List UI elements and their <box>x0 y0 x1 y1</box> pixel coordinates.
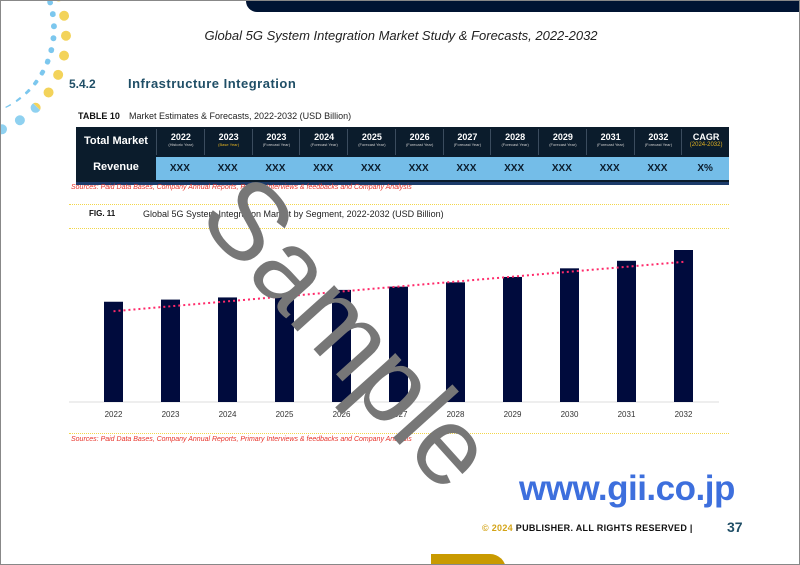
column-header: 2022 (Historic Year) <box>156 129 205 155</box>
bar-2025 <box>275 294 294 402</box>
column-year: 2031 <box>600 132 621 142</box>
value-cell: X% <box>697 163 713 174</box>
bar-2027 <box>389 286 408 402</box>
value-cell: XXX <box>456 163 477 174</box>
column-header: 2023 (Base Year) <box>203 129 253 155</box>
copyright-year: © 2024 <box>482 523 513 533</box>
bar-2032 <box>674 250 693 402</box>
section-title: Infrastructure Integration <box>128 76 297 91</box>
column-year: 2028 <box>505 132 526 142</box>
bar-2029 <box>503 276 522 402</box>
column-header: 2025 (Forecast Year) <box>347 129 396 155</box>
value-cell: XXX <box>599 163 620 174</box>
website-url[interactable]: www.gii.co.jp <box>519 469 735 508</box>
value-cell: XXX <box>265 163 286 174</box>
x-tick-label: 2029 <box>504 410 522 419</box>
column-year: 2024 <box>314 132 335 142</box>
column-sub: (Forecast Year) <box>358 142 386 147</box>
column-header: 2028 (Forecast Year) <box>490 129 539 155</box>
x-tick-label: 2023 <box>162 410 180 419</box>
x-tick-label: 2025 <box>276 410 294 419</box>
divider <box>69 204 729 205</box>
x-tick-label: 2028 <box>447 410 465 419</box>
column-header: 2031 (Forecast Year) <box>585 129 635 155</box>
bar-2031 <box>617 260 636 402</box>
footer-tab <box>431 554 506 564</box>
column-year: 2023 <box>218 132 239 142</box>
figure-caption: Global 5G System Integration Market by S… <box>143 209 444 219</box>
column-sub: (Forecast Year) <box>310 142 338 147</box>
x-tick-label: 2032 <box>675 410 693 419</box>
table-label: TABLE 10 <box>78 111 120 121</box>
copyright: © 2024 PUBLISHER. ALL RIGHTS RESERVED | <box>482 523 693 533</box>
x-tick-label: 2031 <box>618 410 636 419</box>
column-header: CAGR (2024-2032) <box>681 129 730 155</box>
column-year: 2023 <box>266 132 287 142</box>
column-sub: (2024-2032) <box>689 142 723 148</box>
row-header: Total Market <box>84 135 148 147</box>
table-caption: Market Estimates & Forecasts, 2022-2032 … <box>129 111 352 121</box>
column-year: 2027 <box>457 132 478 142</box>
value-cell: XXX <box>551 163 572 174</box>
column-year: 2032 <box>648 132 669 142</box>
value-cell: XXX <box>169 163 190 174</box>
column-sub: (Historic Year) <box>168 142 194 147</box>
column-header: 2023 (Forecast Year) <box>251 129 301 155</box>
column-header: 2024 (Forecast Year) <box>299 129 348 155</box>
x-tick-label: 2024 <box>219 410 237 419</box>
bar-2026 <box>332 289 351 402</box>
x-tick-label: 2022 <box>105 410 123 419</box>
column-sub: (Forecast Year) <box>453 142 482 147</box>
divider <box>69 433 729 434</box>
bar-2028 <box>446 282 465 402</box>
value-cell: XXX <box>217 163 238 174</box>
column-header: 2029 (Forecast Year) <box>538 129 587 155</box>
column-sub: (Forecast Year) <box>405 142 434 147</box>
column-year: 2025 <box>361 132 382 142</box>
column-year: 2022 <box>170 132 191 142</box>
bar-2022 <box>104 301 123 402</box>
column-year: 2029 <box>552 132 573 142</box>
trendline <box>113 260 684 313</box>
column-sub: (Forecast Year) <box>549 142 577 147</box>
x-tick-label: 2030 <box>561 410 579 419</box>
market-table: Total Market Revenue XXX XXX XXX XXX XXX XXX X… <box>76 127 729 185</box>
values-row: XXX XXX XXX XXX XXX XXX XXX XXX XXX XXX XXX X% <box>156 157 729 180</box>
figure-source: Sources: Paid Data Bases, Company Annual… <box>71 436 412 443</box>
column-sub: (Forecast Year) <box>644 142 673 147</box>
bar-2024 <box>218 297 237 402</box>
column-header: 2026 (Forecast Year) <box>394 129 444 155</box>
table-source: Sources: Paid Data Bases, Company Annual… <box>71 184 412 191</box>
header-bar <box>246 1 799 12</box>
divider <box>69 228 729 229</box>
copyright-text: PUBLISHER. ALL RIGHTS RESERVED | <box>515 523 693 533</box>
column-sub: (Forecast Year) <box>501 142 529 147</box>
x-tick-label: 2026 <box>333 410 351 419</box>
column-sub: (Forecast Year) <box>262 142 291 147</box>
value-cell: XXX <box>360 163 381 174</box>
column-header: 2032 (Forecast Year) <box>633 129 683 155</box>
value-cell: XXX <box>647 163 668 174</box>
row-label: Revenue <box>93 161 139 173</box>
x-tick-label: 2027 <box>390 410 408 419</box>
column-year: CAGR <box>692 132 720 142</box>
value-cell: XXX <box>504 163 525 174</box>
column-year: 2026 <box>409 132 430 142</box>
column-sub: (Forecast Year) <box>596 142 625 147</box>
section-number: 5.4.2 <box>69 77 96 91</box>
value-cell: XXX <box>408 163 429 174</box>
figure-label: FIG. 11 <box>89 209 116 218</box>
page-number: 37 <box>727 519 743 535</box>
value-cell: XXX <box>313 163 334 174</box>
document-title: Global 5G System Integration Market Stud… <box>204 28 598 43</box>
column-header: 2027 (Forecast Year) <box>442 129 492 155</box>
bar-chart: 2022 2023 2024 2025 2026 2027 2028 2029 2030 2031… <box>69 250 719 419</box>
bar-2023 <box>161 299 180 402</box>
column-sub: (Base Year) <box>218 142 240 147</box>
bar-2030 <box>560 268 579 402</box>
